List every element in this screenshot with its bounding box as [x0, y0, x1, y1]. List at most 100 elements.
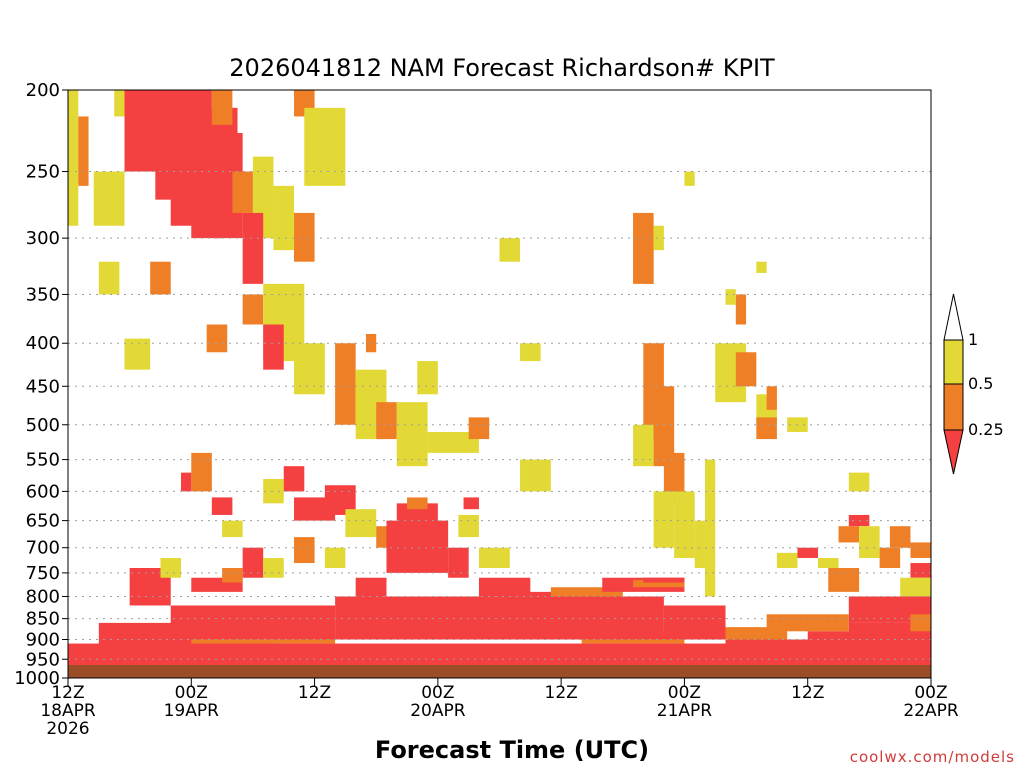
data-cell	[910, 563, 931, 578]
data-cell	[463, 497, 479, 510]
data-cell	[114, 90, 125, 117]
data-cell	[232, 171, 253, 213]
x-tick-label: 00Z	[421, 683, 454, 703]
data-cell	[653, 225, 664, 251]
data-cell	[725, 289, 736, 305]
data-cell	[345, 509, 377, 538]
data-cell	[160, 557, 182, 578]
data-cell	[859, 526, 880, 558]
data-cell	[704, 459, 716, 597]
data-cell	[910, 614, 931, 632]
y-tick-label: 300	[26, 228, 60, 249]
data-cell	[653, 386, 675, 467]
data-cell	[211, 90, 233, 125]
data-cell	[756, 417, 777, 440]
y-tick-label: 500	[26, 415, 60, 436]
x-tick-label: 00Z	[914, 683, 947, 703]
colorbar-label: 0.25	[968, 420, 1004, 439]
colorbar-top-triangle	[943, 293, 964, 341]
data-cell	[427, 431, 479, 453]
data-cell	[181, 472, 192, 492]
y-tick-label: 800	[26, 586, 60, 607]
ground-layer	[68, 664, 931, 678]
x-tick-label: 12Z	[51, 683, 84, 703]
data-cell	[643, 577, 685, 583]
data-cell	[478, 547, 510, 568]
data-cell	[889, 526, 911, 548]
data-cell	[828, 567, 860, 592]
data-cell	[222, 520, 243, 538]
data-cell	[324, 547, 346, 568]
data-cell	[98, 261, 120, 295]
data-cell	[766, 386, 777, 410]
plot-frame	[67, 89, 932, 679]
y-tick-label: 850	[26, 609, 60, 630]
data-cell	[520, 343, 541, 362]
data-cell	[335, 343, 356, 425]
x-tick-label: 12Z	[545, 683, 578, 703]
data-cell	[211, 185, 223, 239]
x-tick-label: 00Z	[668, 683, 701, 703]
y-tick-label: 650	[26, 511, 60, 532]
data-cell	[206, 324, 228, 353]
data-cell	[263, 324, 284, 370]
data-cell	[365, 333, 377, 353]
data-cell	[242, 547, 264, 578]
y-tick-label: 950	[26, 649, 60, 670]
data-cell	[294, 212, 315, 262]
data-cell	[68, 90, 79, 226]
data-cell	[663, 605, 726, 640]
colorbar-label: 1	[968, 330, 978, 349]
y-tick-label: 450	[26, 376, 60, 397]
data-cell	[98, 622, 192, 648]
data-cell	[735, 352, 757, 387]
data-cell	[674, 491, 695, 558]
data-cell	[653, 491, 675, 548]
data-cell	[458, 514, 479, 538]
y-tick-label: 750	[26, 563, 60, 584]
data-cell	[478, 577, 531, 597]
x-tick-label: 19APR	[164, 701, 220, 721]
data-cell	[407, 497, 428, 510]
colorbar-label: 0.5	[968, 374, 993, 393]
x-tick-label: 12Z	[298, 683, 331, 703]
data-cell	[776, 552, 798, 568]
data-cell	[170, 605, 336, 640]
x-tick-label: 12Z	[791, 683, 824, 703]
x-tick-label: 22APR	[903, 701, 959, 721]
data-cell	[766, 614, 849, 632]
data-cell	[376, 402, 397, 440]
data-cell	[68, 643, 931, 665]
chart-title: 2026041812 NAM Forecast Richardson# KPIT	[229, 54, 775, 82]
data-cell	[396, 402, 428, 467]
colorbar-bottom-triangle	[943, 429, 964, 475]
y-tick-label: 900	[26, 630, 60, 651]
data-cell	[910, 542, 931, 558]
data-cell	[222, 567, 243, 583]
colorbar-segment	[943, 339, 964, 385]
data-cell	[294, 537, 315, 564]
x-tick-label: 2026	[46, 719, 89, 739]
ground-fill	[68, 664, 931, 678]
data-cell	[694, 520, 705, 568]
x-tick-label: 18APR	[40, 701, 96, 721]
x-axis-label: Forecast Time (UTC)	[375, 736, 649, 764]
x-tick-label: 00Z	[175, 683, 208, 703]
data-cell	[304, 107, 346, 186]
data-cell	[499, 238, 521, 262]
x-tick-label: 20APR	[410, 701, 466, 721]
data-cell	[211, 497, 233, 515]
data-cell	[735, 294, 747, 325]
data-cell	[242, 212, 264, 284]
data-cell	[643, 238, 654, 284]
data-cell	[848, 472, 870, 492]
y-tick-label: 200	[26, 80, 60, 101]
data-cell	[93, 171, 125, 226]
data-cell	[807, 631, 890, 648]
data-cell	[817, 557, 839, 568]
data-cell	[273, 185, 295, 251]
y-tick-label: 1000	[14, 668, 60, 689]
data-cell	[797, 547, 818, 558]
